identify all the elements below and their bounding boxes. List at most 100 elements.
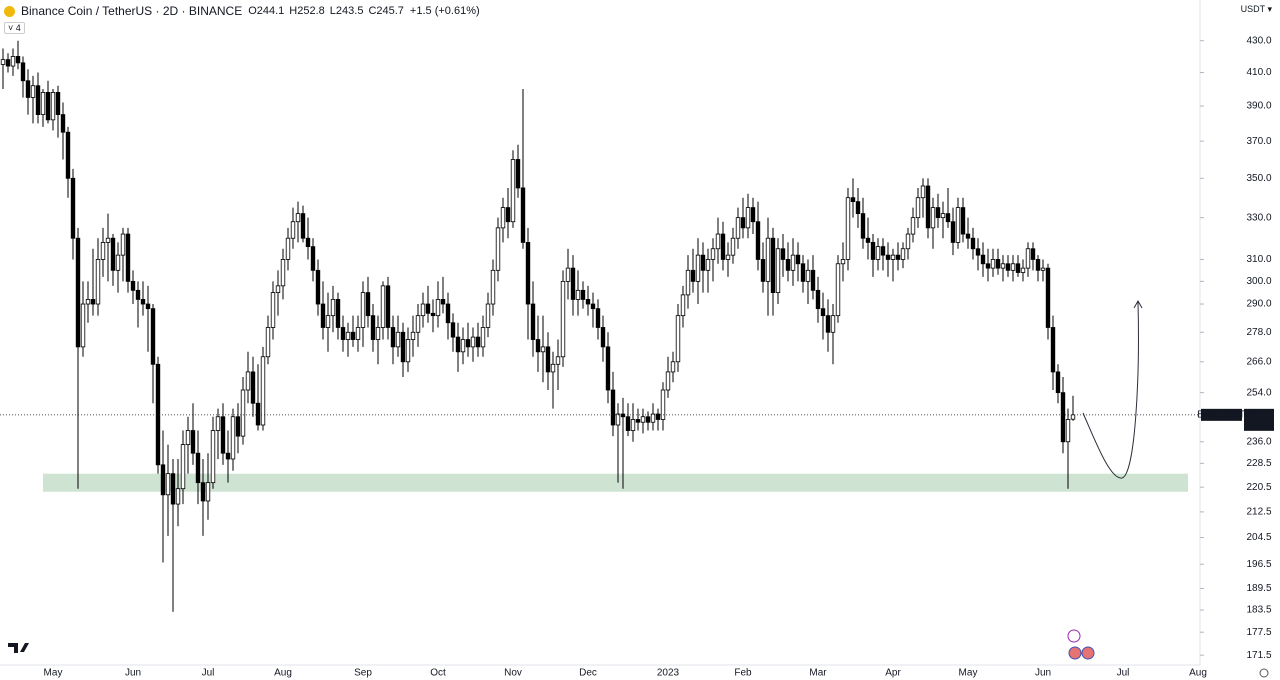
- candle-body: [800, 263, 806, 282]
- candle-body: [495, 227, 501, 271]
- candle-body: [435, 299, 441, 317]
- candle-body: [455, 336, 461, 353]
- candle-body: [25, 80, 31, 98]
- candle-body: [205, 482, 211, 502]
- candle-body: [1030, 248, 1036, 260]
- candle-body: [850, 197, 856, 203]
- candle-body: [1005, 263, 1011, 271]
- candle-body: [730, 237, 736, 256]
- candle-body: [525, 242, 531, 305]
- candle-body: [280, 259, 286, 287]
- candle-body: [1055, 371, 1061, 394]
- candle-body: [795, 254, 801, 265]
- countdown: 1d 7h: [1246, 419, 1271, 430]
- candle-body: [780, 248, 786, 260]
- candle-body: [465, 339, 471, 348]
- x-tick-label: Jul: [202, 668, 215, 679]
- candle-body: [735, 217, 741, 239]
- candle-body: [1065, 419, 1071, 443]
- candle-body: [70, 177, 76, 239]
- candle-body: [810, 269, 816, 291]
- candle-body: [875, 246, 881, 260]
- candle-body: [460, 339, 466, 353]
- x-tick-label: Apr: [885, 668, 901, 679]
- candle-body: [505, 207, 511, 223]
- candle-body: [520, 187, 526, 243]
- candle-body: [150, 308, 156, 365]
- candle-body: [170, 473, 176, 505]
- candle-body: [560, 280, 566, 358]
- candle-body: [725, 254, 731, 260]
- candle-body: [275, 285, 281, 294]
- y-tick-label: 430.0: [1246, 35, 1271, 46]
- candle-body: [540, 346, 546, 353]
- candle-body: [120, 233, 126, 256]
- candle-body: [125, 233, 131, 282]
- candle-body: [985, 263, 991, 269]
- candle-body: [130, 280, 136, 291]
- candle-body: [380, 285, 386, 328]
- candle-body: [1015, 263, 1021, 273]
- candle-body: [255, 402, 261, 426]
- indicator-toggle[interactable]: ˅ 4: [4, 22, 25, 34]
- candle-body: [935, 207, 941, 219]
- candle-body: [1020, 267, 1026, 273]
- candle-body: [440, 299, 446, 305]
- ohlc-label: L: [329, 5, 336, 17]
- flag-icon[interactable]: [1068, 646, 1082, 660]
- y-tick-label: 300.0: [1246, 276, 1271, 287]
- candle-body: [845, 197, 851, 260]
- symbol-title[interactable]: Binance Coin / TetherUS · 2D · BINANCE: [21, 4, 243, 18]
- event-icon[interactable]: [1067, 629, 1081, 643]
- candle-body: [825, 315, 831, 333]
- candle-body: [630, 419, 636, 431]
- candle-body: [915, 197, 921, 219]
- candle-body: [840, 259, 846, 265]
- candle-body: [270, 292, 276, 328]
- candle-body: [865, 237, 871, 243]
- flag-icon[interactable]: [1081, 646, 1095, 660]
- ohlc-label: C: [368, 5, 377, 17]
- candle-body: [715, 233, 721, 250]
- candle-body: [620, 413, 626, 418]
- currency-selector[interactable]: USDT ▾: [1240, 4, 1272, 14]
- candle-body: [80, 303, 86, 348]
- settings-icon[interactable]: [1259, 668, 1269, 678]
- candle-body: [700, 254, 706, 271]
- y-tick-label: 310.0: [1246, 254, 1271, 265]
- candle-body: [625, 416, 631, 431]
- candle-body: [285, 237, 291, 260]
- candle-body: [260, 356, 266, 426]
- candle-body: [115, 254, 121, 271]
- x-tick-label: May: [959, 668, 978, 679]
- candle-body: [310, 246, 316, 271]
- candle-body: [290, 221, 296, 239]
- ohlc-label: O: [248, 5, 257, 17]
- candle-body: [550, 363, 556, 373]
- candle-body: [1070, 414, 1076, 420]
- candle-body: [365, 292, 371, 317]
- candle-body: [975, 248, 981, 256]
- candle-body: [920, 185, 926, 199]
- candle-body: [450, 322, 456, 338]
- candle-body: [475, 336, 481, 348]
- candle-body: [660, 389, 666, 420]
- symbol-tag: BNBUSDT: [1197, 409, 1245, 420]
- symbol-tag-bg: [1201, 408, 1242, 421]
- y-tick-label: 350.0: [1246, 173, 1271, 184]
- y-tick-label: 254.0: [1246, 387, 1271, 398]
- candle-body: [770, 237, 776, 294]
- candle-body: [305, 237, 311, 248]
- y-tick-label: 390.0: [1246, 101, 1271, 112]
- candle-body: [0, 59, 6, 65]
- candle-body: [970, 237, 976, 250]
- ohlc-value: 245.7: [376, 5, 404, 17]
- candle-body: [930, 207, 936, 229]
- candle-body: [45, 92, 51, 121]
- candle-body: [245, 371, 251, 391]
- candle-body: [30, 85, 36, 98]
- candle-body: [940, 213, 946, 219]
- candle-body: [490, 269, 496, 305]
